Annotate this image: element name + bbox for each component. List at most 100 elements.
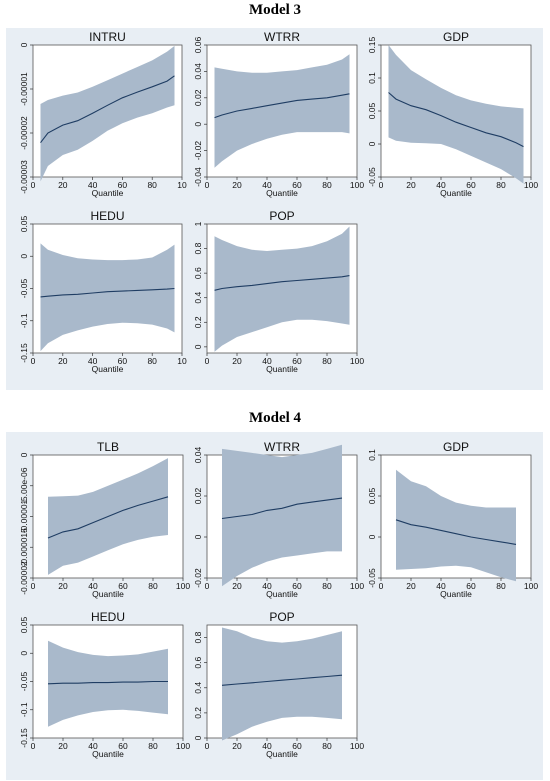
y-tick-label: 0 <box>193 122 203 127</box>
y-tick-label: 1 <box>193 221 203 226</box>
y-tick-label: -0.05 <box>367 568 377 588</box>
x-tick-label: 40 <box>436 180 446 190</box>
x-tick-label: 0 <box>31 581 36 591</box>
x-tick-label: 20 <box>58 180 68 190</box>
x-tick-label: 100 <box>350 180 364 190</box>
confidence-band <box>40 45 175 182</box>
confidence-band <box>388 45 524 184</box>
y-tick-label: -0.02 <box>193 141 203 161</box>
x-tick-label: 100 <box>176 581 190 591</box>
model-4-title: Model 4 <box>248 410 302 426</box>
x-tick-label: 40 <box>262 581 272 591</box>
y-tick-label: 0 <box>367 534 377 539</box>
chart-title: WTRR <box>264 30 300 44</box>
x-tick-label: 40 <box>88 581 98 591</box>
x-tick-label: 10 <box>177 180 187 190</box>
y-tick-label: 0.05 <box>367 102 377 119</box>
x-tick-label: 20 <box>58 741 68 751</box>
x-axis-label: Quantile <box>92 364 124 374</box>
y-tick-label: 0 <box>19 42 29 47</box>
x-tick-label: 20 <box>58 356 68 366</box>
x-tick-label: 60 <box>292 741 302 751</box>
chart-5: POP 0 20 40 60 80 100 Quantile 0 0.2 0.4 0.6 0.8 1 <box>193 209 364 374</box>
y-tick-label: -0.00001 <box>19 499 29 533</box>
estimate-line <box>47 680 168 685</box>
y-tick-label: -0.15 <box>19 343 29 363</box>
chart-title: GDP <box>443 30 469 44</box>
confidence-band <box>48 640 168 727</box>
y-tick-label: 0.05 <box>19 215 29 232</box>
y-tick-label: -0.15 <box>19 728 29 748</box>
confidence-band <box>214 54 350 168</box>
x-axis-label: Quantile <box>266 749 298 759</box>
x-axis-label: Quantile <box>440 589 472 599</box>
x-tick-label: 0 <box>31 741 36 751</box>
x-tick-label: 0 <box>205 356 210 366</box>
x-tick-label: 60 <box>118 356 128 366</box>
estimate-line <box>388 92 524 148</box>
estimate-line <box>40 287 175 298</box>
x-tick-label: 40 <box>88 741 98 751</box>
x-axis-label: Quantile <box>266 589 298 599</box>
x-tick-label: 40 <box>88 180 98 190</box>
y-tick-label: 0.02 <box>193 89 203 106</box>
x-axis-label: Quantile <box>92 188 124 198</box>
y-tick-label: 0 <box>19 651 29 656</box>
chart-title: HEDU <box>91 610 125 624</box>
x-tick-label: 40 <box>262 180 272 190</box>
estimate-line <box>40 75 175 144</box>
y-tick-label: 0.1 <box>367 72 377 84</box>
y-tick-label: 0.04 <box>193 63 203 80</box>
y-tick-label: 0.04 <box>193 446 203 463</box>
y-tick-label: -0.05 <box>367 167 377 187</box>
chart-title: WTRR <box>264 440 300 454</box>
y-tick-label: 0.05 <box>19 616 29 633</box>
x-tick-label: 60 <box>292 180 302 190</box>
chart-6: TLB 0 20 40 60 80 100 Quantile -0.00002-0.000015… <box>19 440 190 599</box>
y-tick-label: 0.2 <box>193 316 203 328</box>
confidence-band <box>396 469 516 582</box>
chart-10: POP 0 20 40 60 80 100 Quantile 0 0.2 0.4 0.6 0.8 <box>193 610 364 759</box>
estimate-line <box>47 496 169 539</box>
chart-title: GDP <box>443 440 469 454</box>
x-tick-label: 40 <box>88 356 98 366</box>
x-tick-label: 20 <box>232 741 242 751</box>
y-tick-label: 0 <box>193 344 203 349</box>
x-tick-label: 0 <box>379 180 384 190</box>
y-tick-label: -0.1 <box>19 313 29 328</box>
x-tick-label: 0 <box>205 741 210 751</box>
x-tick-label: 80 <box>322 581 332 591</box>
y-tick-label: 0 <box>19 452 29 457</box>
x-tick-label: 0 <box>379 581 384 591</box>
y-tick-label: 0.06 <box>193 36 203 53</box>
chart-title: TLB <box>97 440 119 454</box>
x-tick-label: 40 <box>262 356 272 366</box>
y-tick-label: 0.6 <box>193 656 203 668</box>
y-tick-label: 0.05 <box>367 487 377 504</box>
x-tick-label: 20 <box>58 581 68 591</box>
chart-title: INTRU <box>89 30 126 44</box>
estimate-line <box>221 497 343 520</box>
x-tick-label: 100 <box>350 581 364 591</box>
x-tick-label: 0 <box>31 180 36 190</box>
x-tick-label: 60 <box>292 581 302 591</box>
x-tick-label: 100 <box>350 741 364 751</box>
x-tick-label: 20 <box>406 180 416 190</box>
x-tick-label: 100 <box>176 741 190 751</box>
y-tick-label: -0.00001 <box>19 72 29 106</box>
x-tick-label: 100 <box>524 581 538 591</box>
x-tick-label: 80 <box>147 180 157 190</box>
y-tick-label: 0 <box>193 735 203 740</box>
x-tick-label: 80 <box>148 741 158 751</box>
x-tick-label: 80 <box>322 356 332 366</box>
y-tick-label: 0.02 <box>193 487 203 504</box>
estimate-line <box>221 674 343 686</box>
y-tick-label: -0.00003 <box>19 160 29 194</box>
y-tick-label: -0.05 <box>19 672 29 692</box>
y-tick-label: -0.04 <box>193 167 203 187</box>
x-tick-label: 60 <box>118 741 128 751</box>
estimate-line <box>214 275 350 291</box>
x-axis-label: Quantile <box>92 749 124 759</box>
